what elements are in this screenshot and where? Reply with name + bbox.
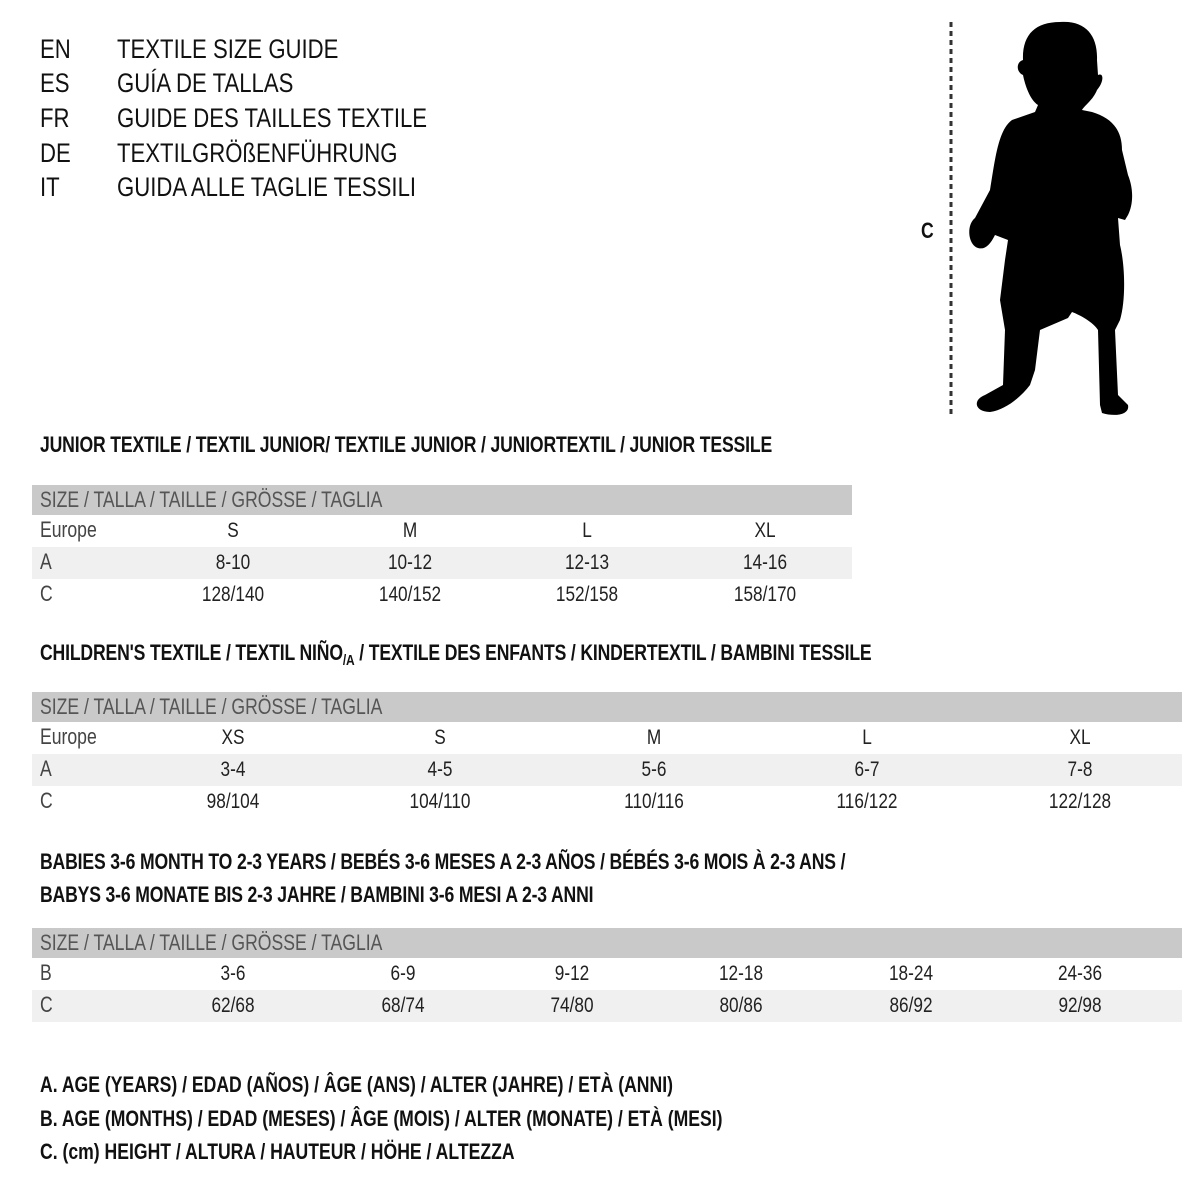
table-cell: XL	[754, 519, 776, 542]
table-cell: 152/158	[555, 583, 619, 606]
table-row: A 8-10 10-12 12-13 14-16	[32, 547, 852, 579]
row-label: C	[40, 992, 53, 1017]
table-cell: 3-4	[220, 758, 246, 781]
table-cell: 18-24	[888, 962, 934, 985]
table-cell: S	[227, 519, 239, 542]
table-cell: L	[862, 726, 872, 749]
table-cell: 158/170	[733, 583, 797, 606]
table-cell: 5-6	[641, 758, 667, 781]
children-section-title: CHILDREN'S TEXTILE / TEXTIL NIÑO/A / TEX…	[40, 640, 872, 669]
table-cell: XS	[221, 726, 245, 749]
children-size-table: SIZE / TALLA / TAILLE / GRÖSSE / TAGLIA …	[32, 692, 1182, 818]
row-label: B	[40, 960, 52, 985]
table-cell: 9-12	[554, 962, 590, 985]
child-silhouette-icon	[949, 21, 1133, 415]
table-cell: 128/140	[201, 583, 265, 606]
legend-item-a: A. AGE (YEARS) / EDAD (AÑOS) / ÂGE (ANS)…	[40, 1072, 673, 1097]
junior-size-table: SIZE / TALLA / TAILLE / GRÖSSE / TAGLIA …	[32, 485, 852, 611]
row-label: Europe	[40, 724, 97, 749]
table-row: Europe S M L XL	[32, 515, 852, 547]
table-cell: 10-12	[387, 551, 433, 574]
lang-code: DE	[40, 138, 71, 168]
legend-item-c: C. (cm) HEIGHT / ALTURA / HAUTEUR / HÖHE…	[40, 1139, 515, 1164]
table-cell: 14-16	[742, 551, 788, 574]
babies-size-table: SIZE / TALLA / TAILLE / GRÖSSE / TAGLIA …	[32, 928, 1182, 1022]
header-label: SIZE / TALLA / TAILLE / GRÖSSE / TAGLIA	[40, 930, 383, 955]
title-subscript: /A	[342, 652, 355, 669]
table-row: Europe XS S M L XL	[32, 722, 1182, 754]
table-cell: 98/104	[206, 790, 260, 813]
table-cell: 110/116	[624, 790, 684, 813]
babies-section-title-line2: BABYS 3-6 MONATE BIS 2-3 JAHRE / BAMBINI…	[40, 882, 594, 907]
table-row: C 62/68 68/74 74/80 80/86 86/92 92/98	[32, 990, 1182, 1022]
row-label: A	[40, 549, 52, 574]
table-cell: 4-5	[427, 758, 453, 781]
lang-code: ES	[40, 68, 70, 98]
table-cell: L	[582, 519, 592, 542]
header-label: SIZE / TALLA / TAILLE / GRÖSSE / TAGLIA	[40, 694, 383, 719]
title-text: TEXTILE SIZE GUIDE	[117, 34, 339, 64]
title-text: GUIDA ALLE TAGLIE TESSILI	[117, 172, 417, 202]
header-label: SIZE / TALLA / TAILLE / GRÖSSE / TAGLIA	[40, 487, 383, 512]
lang-code: IT	[40, 172, 60, 202]
row-label: C	[40, 788, 53, 813]
title-text: TEXTILGRÖßENFÜHRUNG	[117, 138, 398, 168]
table-row: C 98/104 104/110 110/116 116/122 122/128	[32, 786, 1182, 818]
table-cell: 122/128	[1048, 790, 1112, 813]
title-text: GUIDE DES TAILLES TEXTILE	[117, 103, 428, 133]
table-cell: 62/68	[211, 994, 255, 1017]
legend-item-b: B. AGE (MONTHS) / EDAD (MESES) / ÂGE (MO…	[40, 1106, 723, 1131]
table-cell: M	[402, 519, 418, 542]
table-cell: S	[434, 726, 446, 749]
table-cell: XL	[1069, 726, 1091, 749]
table-cell: 140/152	[378, 583, 442, 606]
junior-section-title: JUNIOR TEXTILE / TEXTIL JUNIOR/ TEXTILE …	[40, 432, 773, 457]
table-row: A 3-4 4-5 5-6 6-7 7-8	[32, 754, 1182, 786]
table-cell: 80/86	[719, 994, 763, 1017]
row-label: Europe	[40, 517, 97, 542]
table-cell: M	[646, 726, 662, 749]
lang-code: EN	[40, 34, 71, 64]
table-cell: 7-8	[1067, 758, 1093, 781]
babies-section-title: BABIES 3-6 MONTH TO 2-3 YEARS / BEBÉS 3-…	[40, 849, 846, 874]
title-text: GUÍA DE TALLAS	[117, 68, 294, 98]
table-cell: 3-6	[220, 962, 246, 985]
table-cell: 24-36	[1057, 962, 1103, 985]
table-cell: 8-10	[215, 551, 251, 574]
height-label: C	[921, 218, 934, 243]
table-cell: 6-9	[390, 962, 416, 985]
table-cell: 68/74	[381, 994, 425, 1017]
table-cell: 86/92	[889, 994, 933, 1017]
table-header: SIZE / TALLA / TAILLE / GRÖSSE / TAGLIA	[32, 928, 1182, 958]
lang-code: FR	[40, 103, 70, 133]
table-row: C 128/140 140/152 152/158 158/170	[32, 579, 852, 611]
table-header: SIZE / TALLA / TAILLE / GRÖSSE / TAGLIA	[32, 485, 852, 515]
table-header: SIZE / TALLA / TAILLE / GRÖSSE / TAGLIA	[32, 692, 1182, 722]
table-cell: 74/80	[550, 994, 594, 1017]
row-label: A	[40, 756, 52, 781]
table-cell: 6-7	[854, 758, 880, 781]
table-cell: 92/98	[1058, 994, 1102, 1017]
row-label: C	[40, 581, 53, 606]
table-cell: 12-18	[718, 962, 764, 985]
title-part: / TEXTILE DES ENFANTS / KINDERTEXTIL / B…	[354, 640, 872, 665]
table-row: B 3-6 6-9 9-12 12-18 18-24 24-36	[32, 958, 1182, 990]
title-part: CHILDREN'S TEXTILE / TEXTIL NIÑO	[40, 640, 343, 665]
table-cell: 116/122	[836, 790, 898, 813]
table-cell: 104/110	[409, 790, 471, 813]
table-cell: 12-13	[564, 551, 610, 574]
